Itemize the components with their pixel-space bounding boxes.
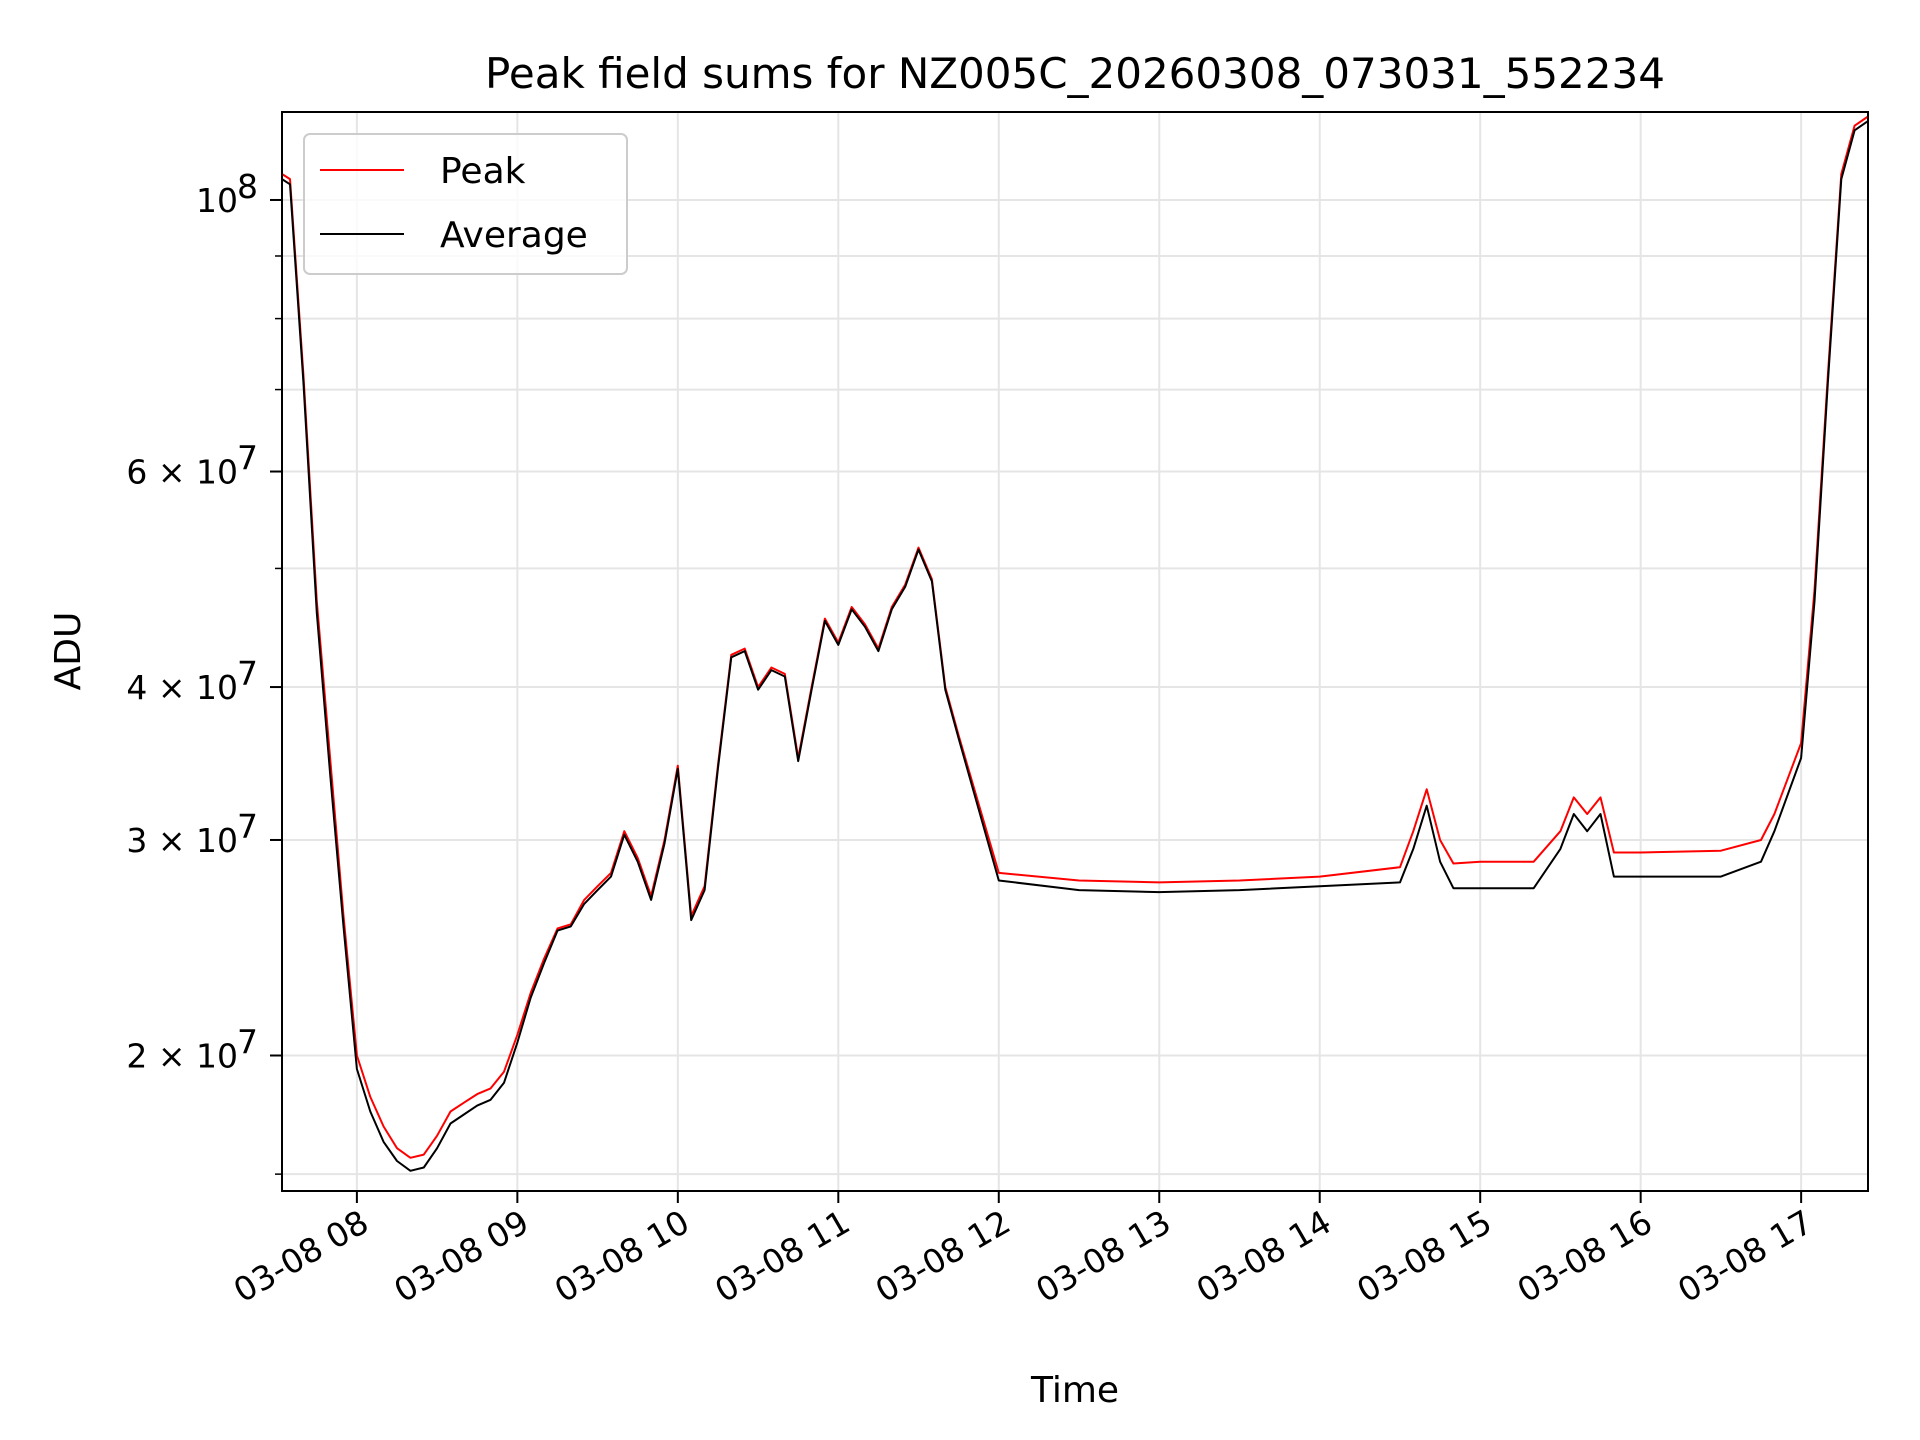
legend: Peak Average [303, 133, 628, 275]
legend-label-peak: Peak [440, 151, 526, 192]
y-tick-exponent: 7 [237, 654, 258, 693]
y-tick-label: 3 × 10 [126, 821, 238, 860]
y-axis: 10 86 × 10 74 × 10 73 × 10 72 × 10 7 [126, 167, 282, 1175]
y-tick-label: 10 [196, 181, 238, 220]
grid-lines [282, 112, 1868, 1191]
y-tick-label: 4 × 10 [126, 668, 238, 707]
x-axis-label: Time [1030, 1370, 1119, 1411]
series-line-average [281, 120, 1869, 1172]
chart-title: Peak field sums for NZ005C_20260308_0730… [485, 49, 1665, 98]
y-tick-exponent: 7 [237, 439, 258, 478]
y-tick-exponent: 8 [237, 167, 258, 206]
y-tick-label: 6 × 10 [126, 453, 238, 492]
plot-lines [281, 115, 1869, 1172]
plot-frame [281, 111, 1869, 1192]
y-tick-exponent: 7 [237, 1023, 258, 1062]
y-tick-exponent: 7 [237, 807, 258, 846]
legend-label-average: Average [440, 215, 588, 256]
y-axis-label: ADU [48, 612, 89, 691]
y-tick-label: 2 × 10 [126, 1037, 238, 1076]
